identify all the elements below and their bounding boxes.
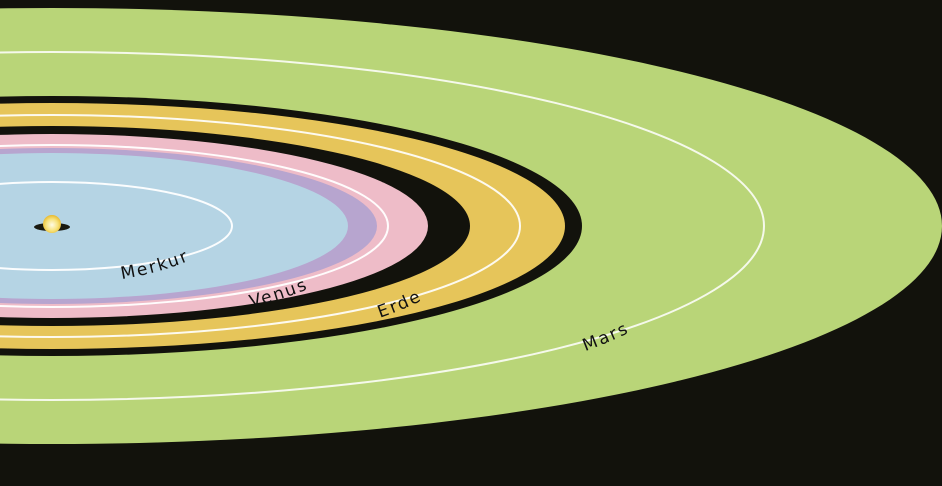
- sun-icon: [43, 215, 61, 233]
